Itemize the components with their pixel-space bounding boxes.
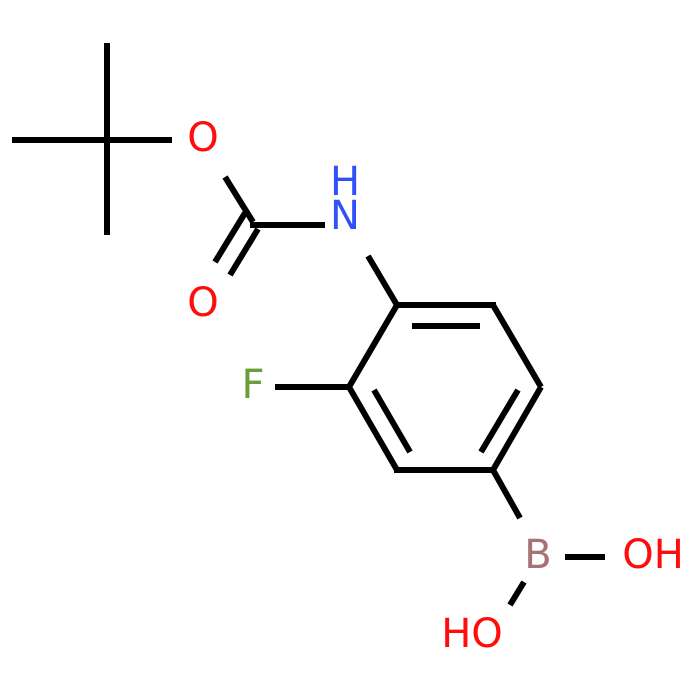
bonds <box>12 43 605 607</box>
atom-label: OH <box>622 532 684 578</box>
atom-label: F <box>241 362 264 408</box>
bond <box>371 388 413 454</box>
bond <box>346 303 400 389</box>
atom-label: HO <box>441 611 503 657</box>
bond <box>346 385 400 472</box>
bond <box>490 303 544 389</box>
atom-label: O <box>187 280 218 326</box>
bond <box>507 580 527 607</box>
bond <box>212 211 248 264</box>
bond <box>222 175 256 224</box>
bond <box>227 227 261 277</box>
atom-label: O <box>187 115 218 161</box>
atom-label: H <box>330 159 360 205</box>
bond <box>365 254 400 307</box>
bond <box>490 385 544 472</box>
atom-label: B <box>524 532 551 578</box>
bond <box>478 388 521 454</box>
bond <box>490 468 523 520</box>
atom-label: N <box>330 193 360 239</box>
